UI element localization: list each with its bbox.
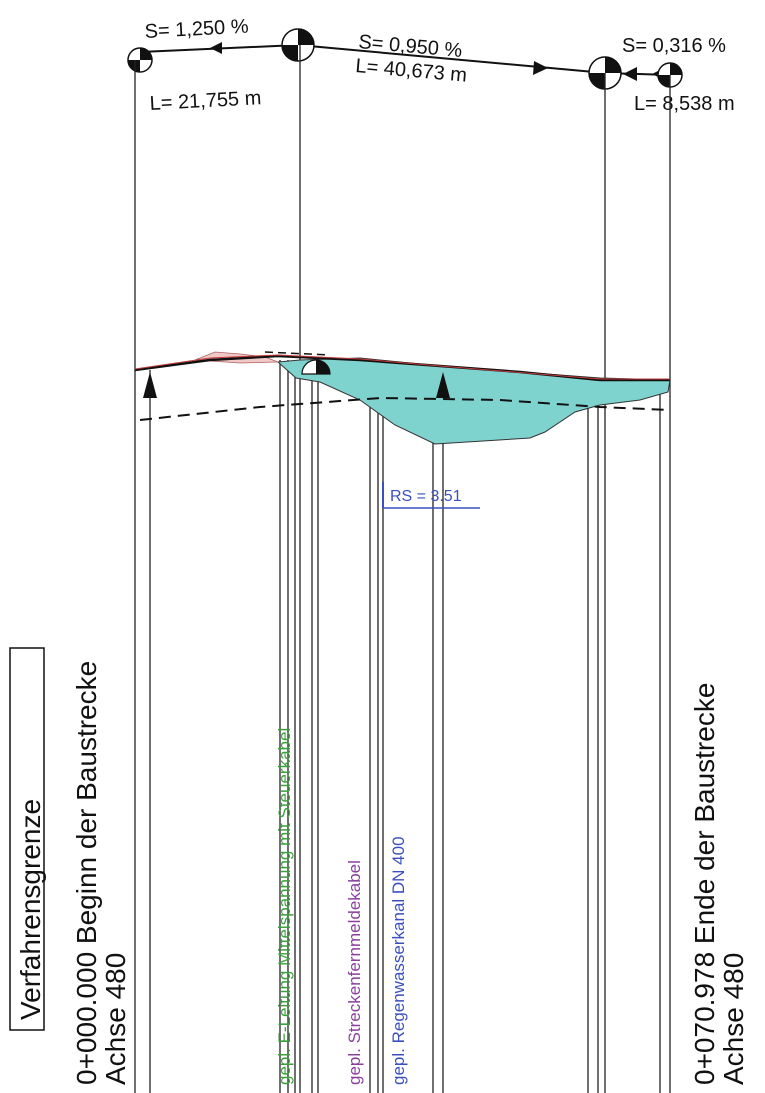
red-terrain-line: [134, 354, 670, 380]
rs-label: RS = 3.51: [390, 488, 462, 505]
end-station-label: 0+070.978 Ende der Baustrecke: [689, 683, 720, 1085]
fernmelde-label: gepl. Streckenfernmeldekabel: [345, 860, 364, 1085]
segment3-slope: S= 0,316 %: [622, 35, 726, 57]
break-point-symbol-1: [281, 28, 315, 62]
dashed-ground-line: [139, 396, 671, 421]
verfahrensgrenze-box: [9, 647, 45, 1031]
start-station-label: 0+000.000 Beginn der Baustrecke: [71, 661, 102, 1085]
e-leitung-label: gepl. E-Leitung Mittelspannung mit Steue…: [275, 728, 294, 1085]
segment1-length: L= 21,755 m: [149, 87, 262, 115]
dashed-ground-line-upper: [264, 351, 331, 356]
regenwasser-label: gepl. Regenwasserkanal DN 400: [389, 836, 408, 1085]
station-lines: [134, 45, 671, 1093]
end-axis-label: Achse 480: [718, 953, 749, 1085]
grade-arrow-3: [623, 67, 637, 81]
verfahrensgrenze-label: Verfahrensgrenze: [15, 799, 46, 1020]
grade-arrow-2: [533, 61, 548, 75]
segment1-slope: S= 1,250 %: [144, 16, 249, 43]
start-arrow: [143, 372, 157, 398]
grade-line-seg2: [297, 44, 606, 74]
segment3-length: L= 8,538 m: [634, 93, 735, 115]
start-axis-label: Achse 480: [100, 953, 131, 1085]
mid-arrow: [436, 372, 450, 398]
small-break-symbol: [301, 359, 331, 375]
grade-arrow-1: [210, 42, 222, 54]
break-point-symbol-start: [127, 47, 153, 73]
